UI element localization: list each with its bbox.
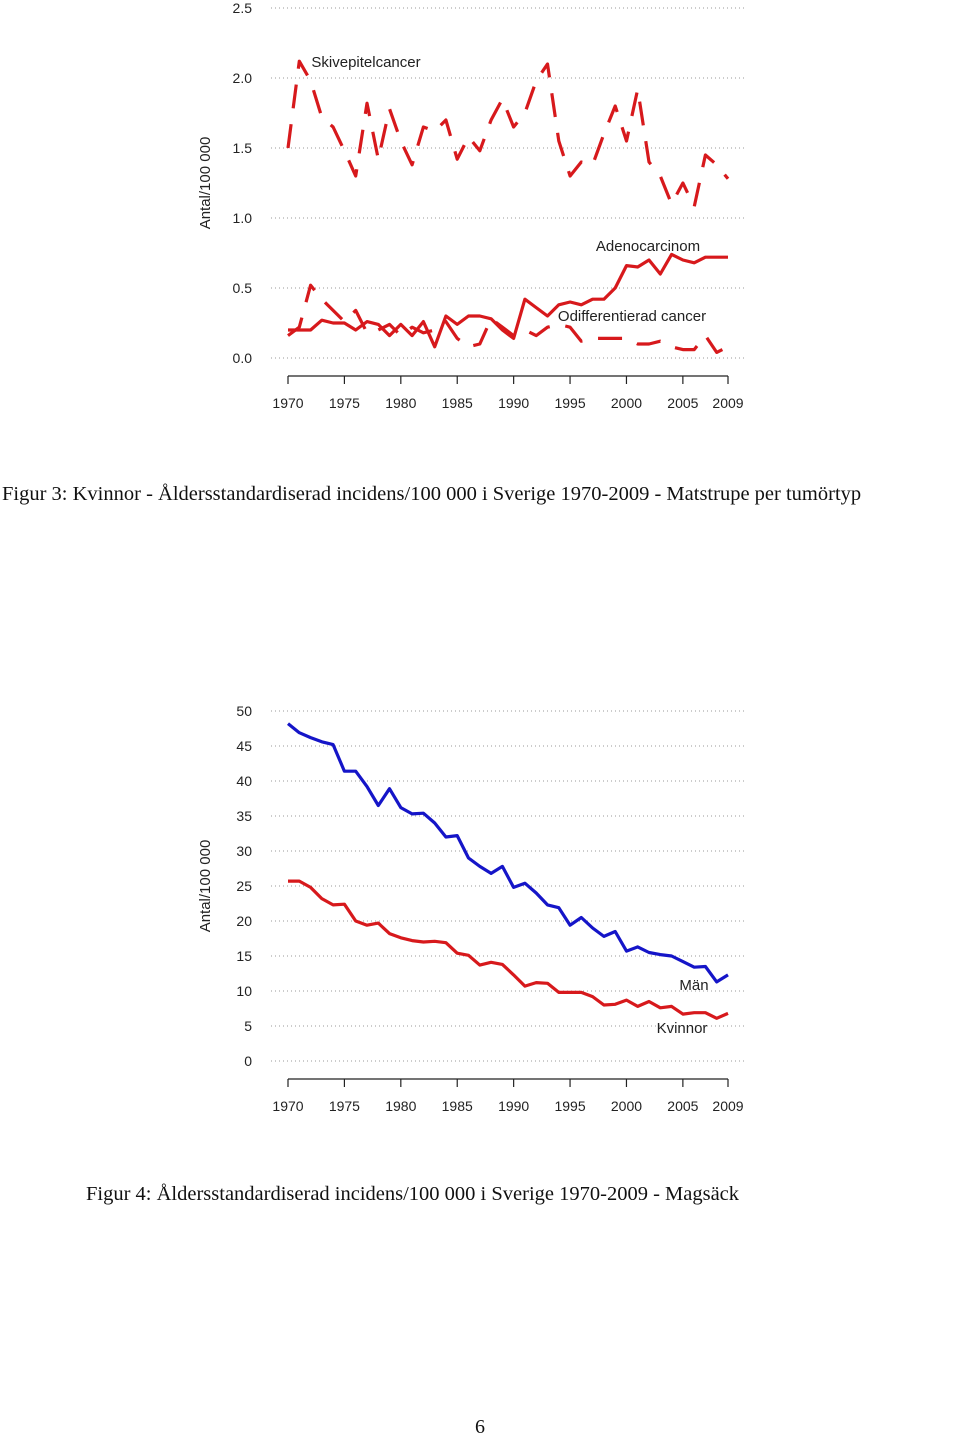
series-line-m-n [286, 722, 729, 984]
x-tick-label: 1970 [272, 1098, 303, 1114]
x-tick-label: 1980 [385, 1098, 416, 1114]
figure-3-caption: Figur 3: Kvinnor - Åldersstandardiserad … [2, 483, 862, 505]
y-tick-label: 0.5 [233, 280, 253, 296]
series-annotation: Kvinnor [657, 1020, 708, 1037]
series-annotation: Män [679, 977, 708, 994]
series-line-skivepitelcancer [286, 59, 730, 209]
x-tick-label: 1990 [498, 395, 529, 411]
series-annotation: Odifferentierad cancer [558, 308, 706, 325]
y-tick-label: 20 [236, 913, 252, 929]
y-tick-label: 5 [244, 1018, 252, 1034]
x-tick-label: 1995 [554, 395, 585, 411]
y-tick-label: 1.5 [233, 140, 253, 156]
x-tick-label: 1975 [329, 1098, 360, 1114]
series-annotation: Adenocarcinom [596, 238, 700, 255]
y-tick-label: 0 [244, 1053, 252, 1069]
x-tick-label: 2000 [611, 395, 642, 411]
series-line-odifferentierad-cancer [287, 283, 729, 354]
x-tick-label: 1990 [498, 1098, 529, 1114]
y-tick-label: 25 [236, 878, 252, 894]
x-tick-label: 2000 [611, 1098, 642, 1114]
x-tick-label: 1995 [554, 1098, 585, 1114]
figure-4-caption: Figur 4: Åldersstandardiserad incidens/1… [86, 1183, 740, 1205]
x-tick-label: 1975 [329, 395, 360, 411]
series-line-adenocarcinom [288, 252, 728, 349]
x-tick-label: 2009 [712, 1098, 743, 1114]
x-tick-label: 2005 [667, 395, 698, 411]
series-line-kvinnor [288, 879, 729, 1020]
y-tick-label: 50 [236, 703, 252, 719]
y-tick-label: 45 [236, 738, 252, 754]
y-tick-label: 40 [236, 773, 252, 789]
x-tick-label: 2009 [712, 395, 743, 411]
y-tick-label: 10 [236, 983, 252, 999]
page-number: 6 [475, 1416, 485, 1438]
y-tick-label: 2.0 [233, 70, 253, 86]
x-tick-label: 1985 [442, 1098, 473, 1114]
series-annotation: Skivepitelcancer [311, 54, 420, 71]
chart-figure-3: 0.0 0.5 1.0 1.5 2.0 2.5 Antal/100 000 1970 1975 1… [197, 0, 745, 411]
x-tick-label: 1970 [272, 395, 303, 411]
y-tick-label: 30 [236, 843, 252, 859]
y-tick-label: 2.5 [233, 0, 253, 16]
y-tick-label: 35 [236, 808, 252, 824]
x-tick-label: 2005 [667, 1098, 698, 1114]
x-tick-label: 1980 [385, 395, 416, 411]
y-tick-label: 0.0 [233, 350, 253, 366]
y-tick-label: 15 [236, 948, 252, 964]
y-tick-label: 1.0 [233, 210, 253, 226]
y-axis-label: Antal/100 000 [197, 840, 214, 933]
y-axis-label: Antal/100 000 [197, 137, 214, 230]
x-tick-label: 1985 [442, 395, 473, 411]
chart-figure-4: 0 5 10 15 20 25 30 35 40 45 50 Antal/100 000 1970 197… [197, 703, 745, 1114]
